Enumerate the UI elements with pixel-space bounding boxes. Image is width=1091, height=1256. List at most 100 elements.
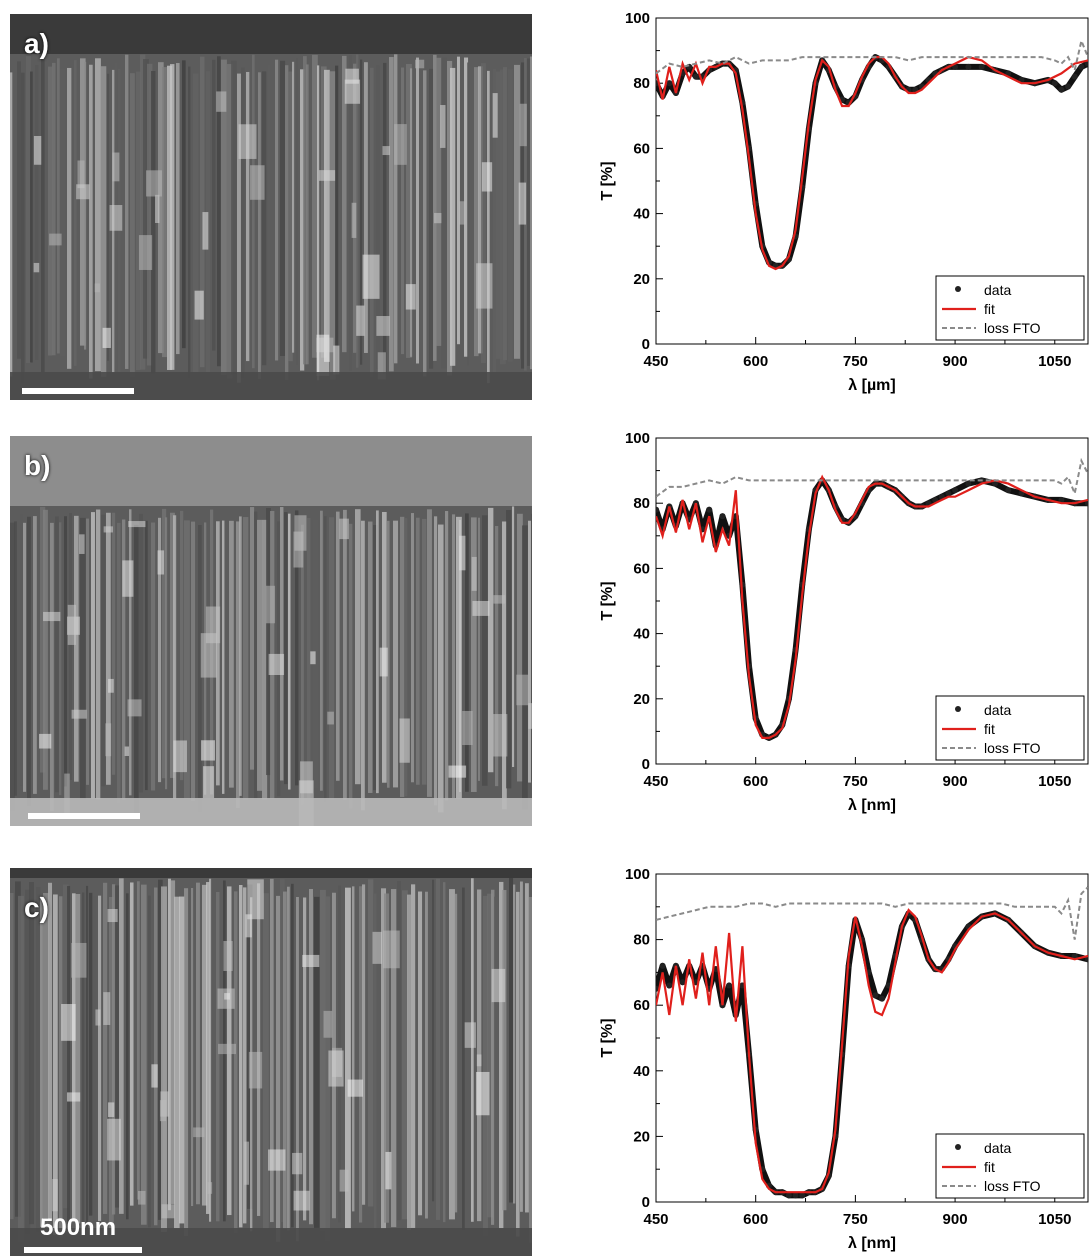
sem-column — [64, 516, 67, 787]
sem-highlight — [151, 1064, 158, 1088]
sem-column — [306, 64, 309, 365]
sem-column — [361, 520, 365, 811]
sem-column — [528, 520, 532, 783]
sem-column — [491, 889, 495, 1225]
x-axis-label: λ [nm] — [848, 1235, 896, 1252]
sem-column — [122, 519, 126, 800]
y-tick-label: 60 — [633, 140, 650, 157]
sem-column — [356, 54, 359, 368]
sem-column — [394, 54, 398, 364]
sem-highlight — [493, 714, 508, 757]
sem-column — [151, 70, 156, 374]
sem-column — [101, 66, 107, 377]
y-tick-label: 20 — [633, 271, 650, 288]
sem-column — [36, 887, 41, 1232]
sem-column — [401, 67, 405, 355]
sem-column — [513, 884, 516, 1204]
y-axis-label: T [%] — [599, 581, 616, 620]
sem-highlight — [244, 1141, 250, 1185]
sem-column — [478, 66, 483, 354]
sem-column — [296, 897, 299, 1242]
sem-column — [368, 879, 374, 1207]
sem-column — [450, 67, 456, 366]
sem-column — [467, 62, 470, 366]
sem-column — [182, 60, 186, 349]
legend-label: fit — [984, 1159, 995, 1175]
sem-column — [488, 507, 494, 773]
sem-highlight — [385, 1151, 392, 1190]
sem-column — [364, 62, 368, 353]
sem-texture-b — [10, 436, 532, 826]
sem-column — [30, 71, 33, 363]
sem-column — [136, 71, 141, 370]
sem-column — [352, 886, 355, 1212]
sem-highlight — [161, 1204, 175, 1219]
sem-column — [514, 64, 520, 359]
sem-highlight — [471, 556, 477, 591]
sem-highlight — [472, 600, 490, 616]
sem-highlight — [49, 233, 62, 246]
legend-label: loss FTO — [984, 320, 1041, 336]
sem-column — [312, 54, 318, 358]
data-point — [872, 992, 879, 999]
sem-highlight — [124, 746, 130, 756]
legend-label: data — [984, 282, 1011, 298]
sem-column — [471, 517, 477, 792]
sem-column — [198, 524, 202, 813]
sem-highlight — [223, 941, 233, 971]
sem-column — [416, 517, 420, 785]
sem-highlight — [245, 914, 252, 938]
sem-highlight — [399, 718, 410, 763]
x-tick-label: 1050 — [1038, 353, 1071, 370]
sem-column — [60, 68, 66, 357]
sem-highlight — [476, 263, 493, 309]
sem-column — [140, 54, 146, 370]
sem-column — [57, 58, 60, 354]
sem-column — [63, 884, 69, 1209]
data-point — [666, 982, 673, 989]
sem-column — [531, 513, 532, 782]
sem-column — [40, 506, 46, 773]
sem-highlight — [292, 1152, 303, 1175]
sem-highlight — [77, 160, 85, 189]
sem-column — [162, 67, 167, 358]
sem-column — [320, 889, 326, 1232]
sem-column — [117, 522, 121, 804]
data-point — [659, 962, 666, 969]
y-tick-label: 100 — [625, 10, 650, 27]
legend-label: loss FTO — [984, 740, 1041, 756]
sem-highlight — [250, 165, 265, 200]
sem-highlight — [372, 931, 383, 964]
sem-column — [52, 62, 56, 356]
sem-column — [410, 68, 413, 357]
legend-label: data — [984, 702, 1011, 718]
scale-bar-a — [22, 388, 134, 394]
sem-column — [288, 513, 291, 790]
sem-highlight — [61, 1004, 76, 1041]
sem-highlight — [76, 184, 90, 200]
data-point — [965, 480, 972, 487]
sem-highlight — [462, 710, 473, 746]
sem-column — [336, 511, 340, 781]
sem-column — [283, 891, 287, 1229]
sem-column — [276, 895, 281, 1242]
sem-highlight — [458, 201, 466, 225]
y-tick-label: 80 — [633, 932, 650, 949]
sem-column — [452, 514, 456, 799]
sem-highlight — [528, 703, 532, 729]
sem-column — [67, 67, 72, 369]
sem-column — [196, 882, 200, 1205]
sem-highlight — [440, 105, 446, 148]
sem-column — [254, 511, 258, 800]
sem-column — [429, 68, 434, 369]
sem-column — [59, 896, 63, 1238]
sem-column — [324, 516, 327, 803]
sem-column — [400, 516, 405, 797]
data-point — [945, 490, 952, 497]
data-point — [1071, 953, 1078, 959]
sem-highlight — [202, 766, 215, 799]
sem-column — [349, 523, 353, 809]
sem-column — [301, 524, 304, 805]
sem-column — [115, 885, 120, 1208]
sem-column — [59, 522, 62, 796]
